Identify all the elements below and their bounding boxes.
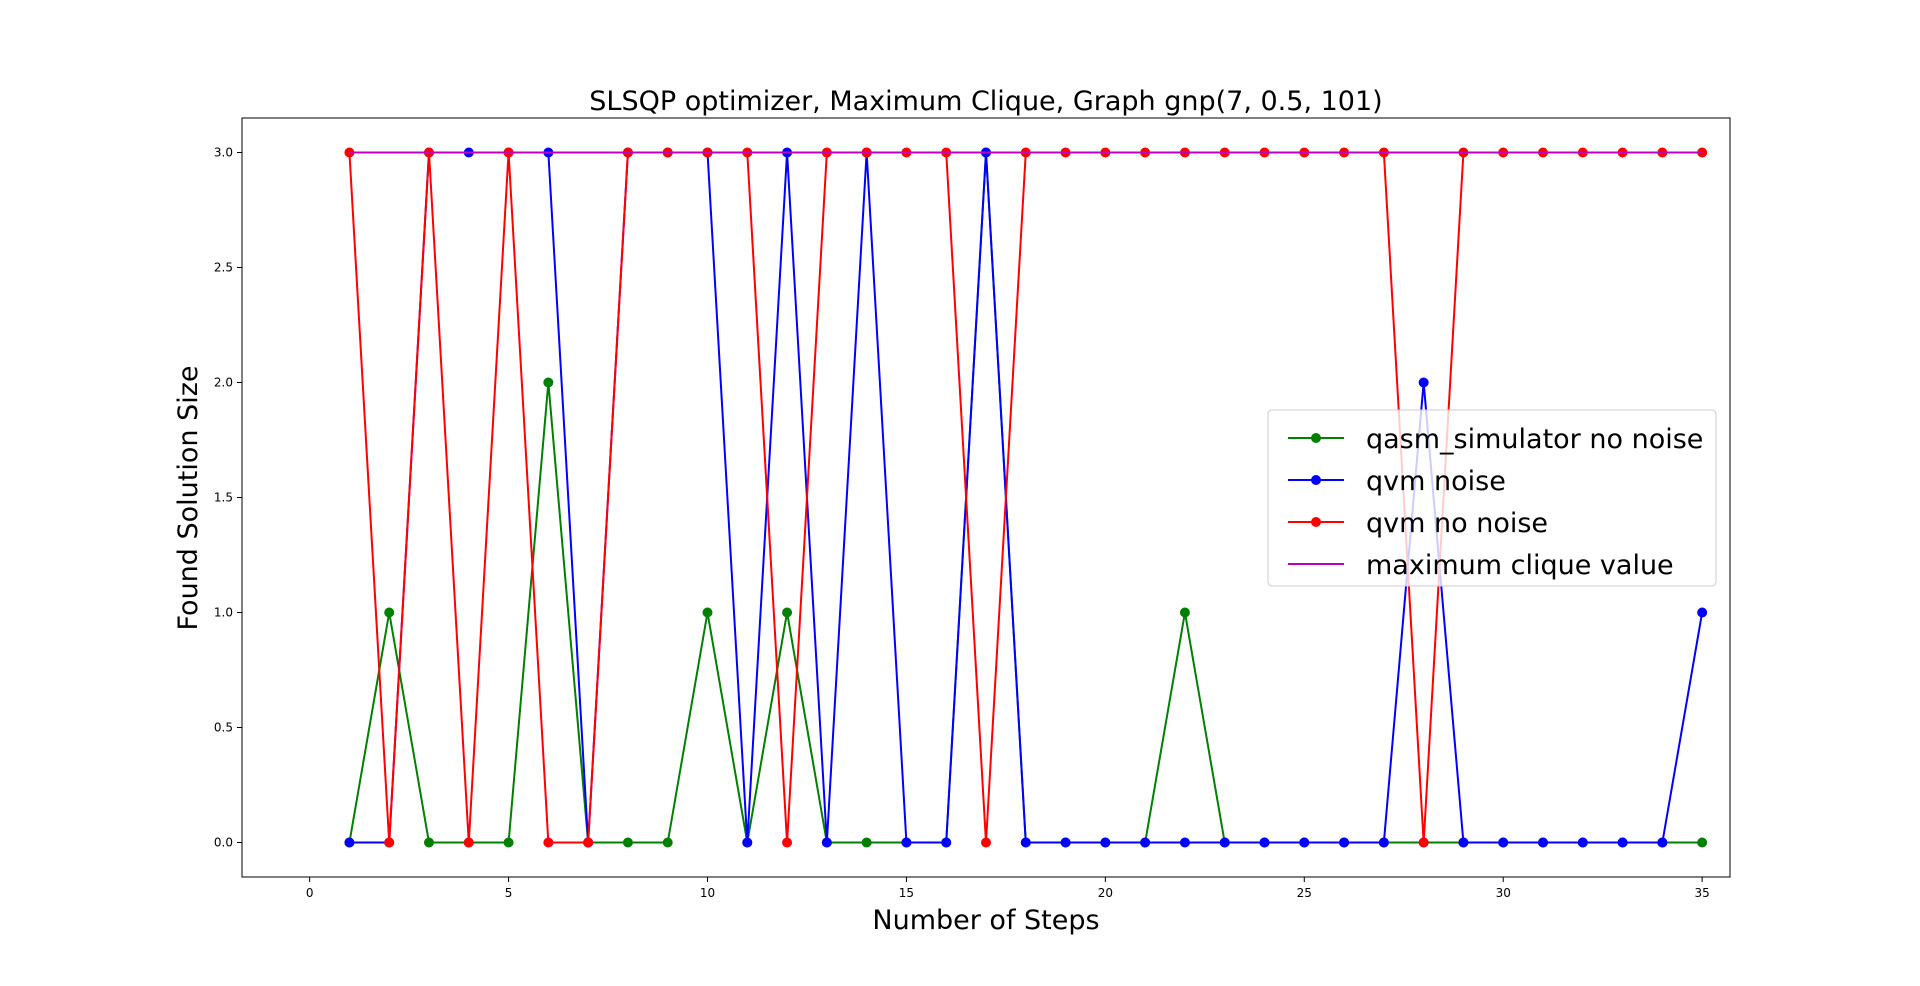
legend: qasm_simulator no noise qvm noise qvm no n… <box>1267 409 1717 587</box>
series-layer <box>344 147 1708 848</box>
data-point <box>344 837 355 848</box>
data-point <box>861 837 872 848</box>
data-point <box>1259 837 1270 848</box>
y-tick-label: 2.0 <box>214 376 233 390</box>
data-point <box>662 837 673 848</box>
legend-item: qasm_simulator no noise <box>1288 424 1703 455</box>
data-point <box>1179 837 1190 848</box>
x-tick-label: 25 <box>1297 886 1312 900</box>
data-point <box>1179 607 1190 618</box>
data-point <box>941 837 952 848</box>
data-point <box>901 837 912 848</box>
x-axis-label: Number of Steps <box>872 905 1099 936</box>
data-point <box>543 837 554 848</box>
x-tick-label: 20 <box>1098 886 1113 900</box>
x-tick-label: 30 <box>1496 886 1511 900</box>
data-point <box>1418 837 1429 848</box>
data-point <box>1140 837 1151 848</box>
y-tick-label: 0.5 <box>214 721 233 735</box>
legend-label: qvm no noise <box>1366 508 1548 539</box>
data-point <box>384 607 395 618</box>
data-point <box>1219 837 1230 848</box>
y-tick-label: 0.0 <box>214 836 233 850</box>
data-point <box>1498 837 1509 848</box>
data-point <box>622 837 633 848</box>
data-point <box>1538 837 1549 848</box>
data-point <box>782 607 793 618</box>
data-point <box>1697 607 1708 618</box>
data-point <box>1458 837 1469 848</box>
data-point <box>1617 837 1628 848</box>
data-point <box>583 837 594 848</box>
legend-marker <box>1311 517 1321 527</box>
data-point <box>742 837 753 848</box>
legend-marker <box>1311 433 1321 443</box>
data-point <box>1657 837 1668 848</box>
legend-label: maximum clique value <box>1366 550 1674 581</box>
data-point <box>1020 837 1031 848</box>
y-tick-label: 1.0 <box>214 606 233 620</box>
legend-label: qvm noise <box>1366 466 1506 497</box>
x-tick-label: 0 <box>306 886 314 900</box>
legend-label: qasm_simulator no noise <box>1366 424 1703 455</box>
data-point <box>1697 837 1708 848</box>
y-tick-label: 3.0 <box>214 146 233 160</box>
data-point <box>463 837 474 848</box>
legend-item: qvm no noise <box>1288 508 1548 539</box>
data-point <box>423 837 434 848</box>
legend-item: qvm noise <box>1288 466 1506 497</box>
data-point <box>782 837 793 848</box>
x-tick-label: 10 <box>700 886 715 900</box>
legend-items: qasm_simulator no noise qvm noise qvm no n… <box>1288 424 1703 581</box>
x-tick-label: 5 <box>505 886 513 900</box>
data-point <box>1418 377 1429 388</box>
data-point <box>702 607 713 618</box>
data-point <box>384 837 395 848</box>
x-tick-label: 15 <box>899 886 914 900</box>
legend-box <box>1267 409 1717 587</box>
data-point <box>1100 837 1111 848</box>
legend-item: maximum clique value <box>1288 550 1674 581</box>
y-axis-label: Found Solution Size <box>173 365 204 630</box>
data-point <box>1060 837 1071 848</box>
data-point <box>981 837 991 848</box>
data-point <box>503 837 514 848</box>
y-tick-label: 2.5 <box>214 261 233 275</box>
x-axis: 0 5 10 15 20 25 30 35 <box>306 877 1710 900</box>
chart-title: SLSQP optimizer, Maximum Clique, Graph g… <box>589 86 1382 117</box>
data-point <box>1299 837 1310 848</box>
y-axis: 0.0 0.5 1.0 1.5 2.0 2.5 3.0 <box>214 146 242 850</box>
x-tick-label: 35 <box>1695 886 1710 900</box>
legend-marker <box>1311 475 1321 485</box>
data-point <box>821 837 832 848</box>
data-point <box>1577 837 1588 848</box>
data-point <box>1378 837 1389 848</box>
data-point <box>543 377 554 388</box>
y-tick-label: 1.5 <box>214 491 233 505</box>
data-point <box>1339 837 1350 848</box>
